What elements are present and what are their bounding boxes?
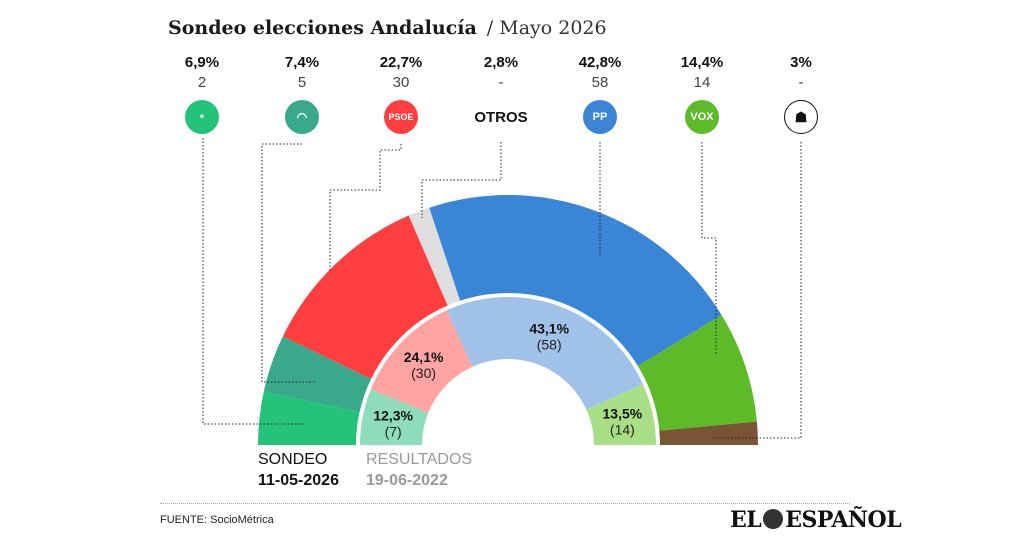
chart-subtitle: / Mayo 2026 <box>486 17 607 39</box>
party-pct: 7,4% <box>284 54 320 71</box>
footer-divider <box>160 503 850 504</box>
party-seats: - <box>798 74 804 91</box>
resultados-label: RESULTADOS 19-06-2022 <box>366 449 472 491</box>
adelante-logo-icon: ✿ <box>185 100 219 134</box>
leader-line <box>712 142 802 439</box>
sondeo-title: SONDEO <box>258 451 328 468</box>
sondeo-slice-adelante-andalucia <box>258 391 360 445</box>
party-seats: 2 <box>197 74 207 91</box>
resultados-labels: 12,3%(7) 24,1%(30) 43,1%(58) 13,5%(14) <box>373 320 642 439</box>
leader-line <box>329 144 402 272</box>
leader-line <box>421 142 502 218</box>
otros-label: OTROS <box>474 108 528 126</box>
party-seats: 30 <box>392 74 410 91</box>
party-pct: 3% <box>790 54 812 71</box>
resultados-slice-1 <box>370 310 473 413</box>
sondeo-ring <box>258 195 758 445</box>
chart-title-row: Sondeo elecciones Andalucía / Mayo 2026 <box>168 17 607 40</box>
party-jaen: 3% - ☗ <box>761 54 841 134</box>
party-psoe: 22,7% 30 PSOE <box>361 54 441 134</box>
party-seats: - <box>498 74 504 91</box>
leader-line <box>202 138 305 425</box>
resultados-seats-label: (30) <box>411 365 436 381</box>
pp-logo-icon: PP <box>583 100 617 134</box>
resultados-date: 19-06-2022 <box>366 472 448 489</box>
sondeo-slice-pp <box>429 195 722 366</box>
resultados-pct-label: 24,1% <box>404 349 444 365</box>
resultados-slice-3 <box>586 384 656 445</box>
party-seats: 5 <box>297 74 307 91</box>
resultados-seats-label: (58) <box>537 336 562 352</box>
party-vox: 14,4% 14 VOX <box>662 54 742 134</box>
resultados-title: RESULTADOS <box>366 451 473 468</box>
party-seats: 14 <box>693 74 711 91</box>
party-otros: 2,8% - OTROS <box>461 54 541 134</box>
leader-line <box>261 143 315 383</box>
party-pct: 22,7% <box>379 54 423 71</box>
party-adelante: 6,9% 2 ✿ <box>162 54 242 134</box>
vox-logo-icon: VOX <box>685 100 719 134</box>
sondeo-slice-por-andalucia <box>263 336 372 413</box>
chart-title: Sondeo elecciones Andalucía <box>168 17 477 39</box>
jaen-merece-mas-logo-icon: ☗ <box>784 100 818 134</box>
sondeo-slice-jaen-merece-mas <box>659 421 758 445</box>
sondeo-slice-vox <box>637 315 757 431</box>
resultados-ring <box>360 297 656 445</box>
resultados-seats-label: (7) <box>385 424 402 440</box>
resultados-seats-label: (14) <box>610 421 635 437</box>
resultados-pct-label: 43,1% <box>529 320 569 336</box>
party-por-andalucia: 7,4% 5 ◠ <box>262 54 342 134</box>
sondeo-label: SONDEO 11-05-2026 <box>258 449 339 491</box>
resultados-pct-label: 12,3% <box>373 408 413 424</box>
resultados-slice-2 <box>446 297 643 410</box>
sondeo-slice-psoe <box>282 215 448 379</box>
leader-lines <box>202 138 802 439</box>
resultados-pct-label: 13,5% <box>603 405 643 421</box>
por-andalucia-logo-icon: ◠ <box>285 100 319 134</box>
leader-line <box>701 142 717 355</box>
party-pct: 14,4% <box>680 54 724 71</box>
party-seats: 58 <box>591 74 609 91</box>
sondeo-date: 11-05-2026 <box>258 472 339 489</box>
party-pp: 42,8% 58 PP <box>560 54 640 134</box>
psoe-logo-icon: PSOE <box>384 100 418 134</box>
resultados-slice-0 <box>360 389 429 445</box>
party-pct: 2,8% <box>483 54 519 71</box>
party-pct: 42,8% <box>578 54 622 71</box>
party-pct: 6,9% <box>184 54 220 71</box>
el-espanol-logo: EL ESPAÑOL <box>730 507 902 533</box>
lion-icon <box>763 509 784 529</box>
source-note: FUENTE: SocioMétrica <box>160 514 274 526</box>
sondeo-slice-otros <box>408 207 461 306</box>
